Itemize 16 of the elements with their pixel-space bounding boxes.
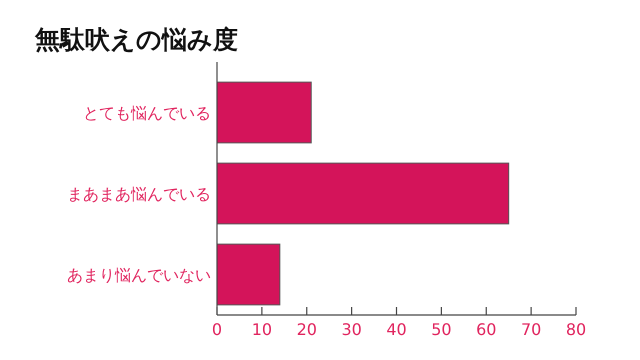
x-tick-label: 40 (386, 320, 407, 339)
y-tick-label: とても悩んでいる (83, 104, 211, 122)
x-tick-label: 10 (252, 320, 272, 339)
x-tick-label: 0 (212, 320, 222, 339)
bar (216, 162, 510, 224)
x-tick-label: 60 (476, 320, 496, 339)
x-tick-label: 50 (431, 320, 452, 339)
bar (216, 82, 312, 144)
x-tick-label: 70 (520, 320, 542, 339)
bar (216, 244, 280, 306)
y-tick-label: まあまあ悩んでいる (67, 184, 211, 204)
y-tick-label: あまり悩んでいない (67, 266, 211, 284)
chart-title: 無駄吠えの悩み度 (34, 25, 238, 54)
x-tick-label: 80 (566, 320, 586, 339)
x-tick-label: 30 (341, 320, 362, 339)
x-tick-label: 20 (296, 320, 317, 339)
